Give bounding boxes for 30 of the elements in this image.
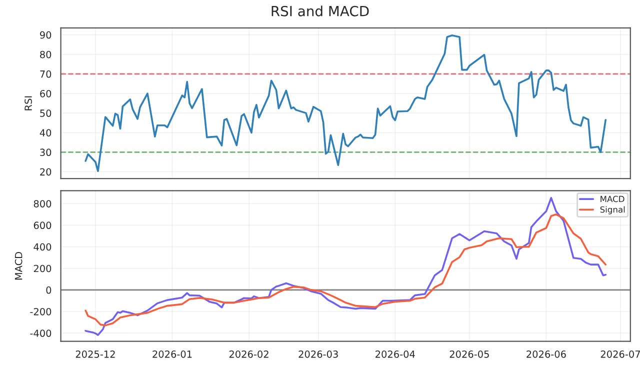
y-tick-label: 70: [40, 70, 52, 78]
y-tick-label: 30: [40, 148, 52, 156]
x-tick-label: 2026-05: [450, 350, 489, 358]
x-tick-label: 2026-06: [526, 350, 566, 358]
y-tick-label: 20: [40, 168, 52, 176]
chart-title: RSI and MACD: [272, 6, 369, 16]
legend-label: MACD: [600, 196, 624, 202]
x-tick-label: 2025-12: [76, 350, 115, 358]
y-tick-label: -200: [30, 308, 52, 316]
y-tick-label: 90: [40, 31, 52, 39]
x-tick-label: 2026-01: [152, 350, 192, 358]
legend-label: Signal: [600, 206, 625, 214]
y-tick-label: 600: [34, 222, 52, 230]
y-tick-label: -400: [30, 330, 52, 337]
y-tick-label: 40: [40, 129, 52, 136]
y-tick-label: 80: [40, 50, 52, 58]
y-tick-label: 200: [34, 264, 52, 272]
y-tick-label: 0: [46, 286, 52, 294]
x-tick-label: 2026-03: [298, 350, 338, 358]
x-tick-label: 2026-02: [229, 350, 268, 358]
y-axis-title: RSI: [24, 96, 32, 110]
y-tick-label: 400: [34, 243, 52, 251]
y-tick-label: 50: [40, 110, 52, 117]
y-tick-label: 800: [34, 200, 52, 208]
y-axis-title: MACD: [14, 252, 22, 280]
line-series: [84, 34, 607, 172]
x-tick-label: 2026-04: [376, 350, 415, 358]
x-tick-label: 2026-07: [600, 350, 640, 358]
y-tick-label: 60: [40, 90, 52, 98]
line-series: [84, 213, 607, 326]
